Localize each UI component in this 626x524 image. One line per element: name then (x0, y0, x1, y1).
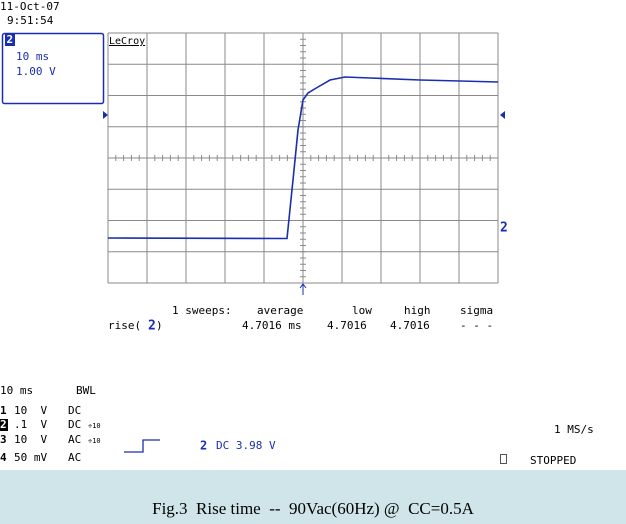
channel-coupling: AC (68, 433, 81, 446)
trace-volts: 1.00 V (16, 65, 56, 78)
level-marker (103, 111, 108, 119)
channel-number: 4 (0, 451, 7, 464)
caption: Fig.3 Rise time -- 90Vac(60Hz) @ CC=0.5A (152, 499, 474, 518)
channel-coupling: DC (68, 404, 81, 417)
trigger-info: DC 3.98 V (216, 439, 276, 452)
trigger-marker (299, 283, 307, 295)
channel-scale: .1 V (14, 418, 47, 431)
measure-value: - - - (460, 319, 493, 332)
bandwidth: BWL (76, 384, 96, 397)
status: STOPPED (530, 454, 576, 467)
waveform (107, 76, 499, 240)
trigger-channel: 2 (200, 439, 207, 453)
trace-timebase: 10 ms (16, 50, 49, 63)
caption-bar (0, 470, 626, 524)
trace-channel: 2 (7, 33, 14, 46)
channel-highlight (0, 419, 8, 431)
channel-number: 1 (0, 404, 7, 417)
channel-scale: 10 V (14, 404, 47, 417)
col-header: sigma (460, 304, 493, 317)
channel-number: 2 (0, 418, 7, 431)
sample-rate: 1 MS/s (554, 423, 594, 436)
channel-number: 3 (0, 433, 7, 446)
status-box (500, 454, 507, 464)
col-header: high (404, 304, 431, 317)
channel-badge (5, 34, 15, 46)
measure-channel: 2 (148, 319, 156, 334)
measure-value: 4.7016 (390, 319, 430, 332)
measure-name: rise( (108, 319, 141, 332)
channel-coupling: AC (68, 451, 81, 464)
channel-probe: ÷10 (88, 422, 101, 430)
col-header: low (352, 304, 372, 317)
measure-close: ) (156, 319, 163, 332)
trace-box (1, 32, 105, 105)
date: 11-Oct-07 (0, 0, 60, 13)
timebase: 10 ms (0, 384, 33, 397)
channel-list: 1 10 V DC 2 .1 V DC ÷10 3 10 V AC ÷10 4 50 mV AC (0, 404, 101, 464)
measure-value: 4.7016 ms (242, 319, 302, 332)
channel-scale: 10 V (14, 433, 47, 446)
trace-marker: 2 (500, 221, 508, 236)
trigger-edge (124, 439, 160, 453)
measure-value: 4.7016 (327, 319, 367, 332)
channel-coupling: DC (68, 418, 81, 431)
col-header: average (257, 304, 303, 317)
grid (107, 32, 499, 284)
channel-probe: ÷10 (88, 437, 101, 445)
channel-scale: 50 mV (14, 451, 47, 464)
level-marker (500, 111, 505, 119)
time: 9:51:54 (7, 14, 54, 27)
brand: LeCroy (109, 36, 145, 47)
sweeps: 1 sweeps: (172, 304, 232, 317)
